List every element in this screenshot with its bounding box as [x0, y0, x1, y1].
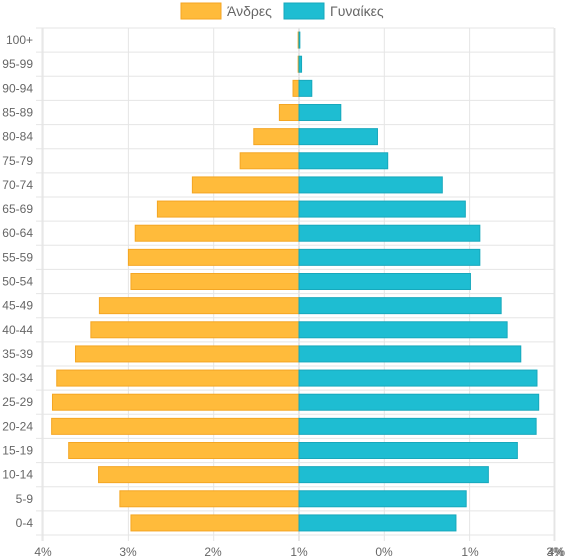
bar-male-5-9[interactable] — [119, 490, 300, 508]
gridlines — [36, 27, 556, 541]
legend-label-female: Γυναίκες — [330, 3, 384, 19]
bar-male-25-29[interactable] — [51, 393, 300, 411]
bar-male-0-4[interactable] — [130, 514, 300, 532]
y-tick-label: 85-89 — [2, 106, 33, 120]
bar-female-75-79[interactable] — [298, 152, 389, 170]
bar-male-40-44[interactable] — [90, 321, 300, 339]
y-tick-label: 65-69 — [2, 202, 33, 216]
x-tick-label: 2% — [204, 545, 222, 559]
legend-swatch-female — [283, 2, 325, 20]
y-tick-label: 55-59 — [2, 250, 33, 264]
bar-male-60-64[interactable] — [134, 224, 300, 242]
bar-male-90-94[interactable] — [292, 79, 300, 97]
bar-female-60-64[interactable] — [298, 224, 481, 242]
bar-female-95-99[interactable] — [298, 55, 303, 73]
bar-male-10-14[interactable] — [98, 466, 300, 484]
bar-female-65-69[interactable] — [298, 200, 466, 218]
legend-swatch-male — [180, 2, 222, 20]
x-tick-label: 4% — [548, 545, 566, 559]
y-tick-label: 5-9 — [16, 492, 34, 506]
bar-female-5-9[interactable] — [298, 490, 467, 508]
y-tick-label: 35-39 — [2, 347, 33, 361]
y-tick-label: 30-34 — [2, 371, 33, 385]
bar-male-75-79[interactable] — [239, 152, 300, 170]
y-tick-label: 10-14 — [2, 468, 33, 482]
bar-female-15-19[interactable] — [298, 442, 518, 459]
x-tick-label: 1% — [461, 545, 479, 559]
y-tick-label: 100+ — [6, 33, 33, 47]
bar-female-90-94[interactable] — [298, 79, 313, 97]
bar-female-70-74[interactable] — [298, 176, 443, 194]
bar-male-55-59[interactable] — [127, 248, 300, 266]
bar-male-30-34[interactable] — [56, 369, 300, 387]
x-tick-label: 0% — [375, 545, 393, 559]
bar-female-35-39[interactable] — [298, 345, 522, 363]
y-tick-label: 75-79 — [2, 154, 33, 168]
y-tick-label: 15-19 — [2, 444, 33, 458]
y-tick-label: 50-54 — [2, 275, 33, 289]
bar-female-10-14[interactable] — [298, 466, 489, 484]
x-tick-label: 3% — [546, 545, 564, 559]
bar-male-70-74[interactable] — [191, 176, 300, 194]
y-tick-label: 25-29 — [2, 395, 33, 409]
y-tick-label: 80-84 — [2, 130, 33, 144]
bar-male-45-49[interactable] — [98, 297, 300, 315]
bar-male-50-54[interactable] — [130, 273, 300, 290]
x-axis-labels: 4% 3% 2% 1% 0% 1% 3%4% — [34, 545, 565, 559]
legend-label-male: Άνδρες — [227, 3, 272, 19]
y-axis-labels: 100+ 95-99 90-94 85-89 80-84 75-79 70-74 65-69 6… — [2, 33, 33, 530]
y-tick-label: 95-99 — [2, 57, 33, 71]
legend-item-female[interactable]: Γυναίκες — [283, 2, 384, 20]
bar-female-100+[interactable] — [298, 31, 301, 49]
x-tick-label: 3% — [119, 545, 137, 559]
y-tick-label: 20-24 — [2, 419, 33, 433]
bar-male-35-39[interactable] — [75, 345, 300, 363]
y-tick-label: 45-49 — [2, 299, 33, 313]
bars — [51, 31, 540, 532]
y-tick-label: 70-74 — [2, 178, 33, 192]
bar-female-0-4[interactable] — [298, 514, 457, 532]
bar-female-80-84[interactable] — [298, 128, 378, 146]
bar-female-25-29[interactable] — [298, 393, 540, 411]
bar-female-55-59[interactable] — [298, 248, 481, 266]
y-tick-label: 90-94 — [2, 81, 33, 95]
legend: Άνδρες Γυναίκες — [180, 2, 384, 20]
y-tick-label: 0-4 — [16, 516, 34, 530]
bar-female-85-89[interactable] — [298, 104, 342, 121]
x-tick-label: 1% — [290, 545, 308, 559]
x-tick-label: 4% — [34, 545, 52, 559]
bar-female-45-49[interactable] — [298, 297, 502, 315]
bar-male-15-19[interactable] — [68, 442, 300, 459]
y-tick-label: 60-64 — [2, 226, 33, 240]
bar-male-65-69[interactable] — [156, 200, 300, 218]
legend-item-male[interactable]: Άνδρες — [180, 2, 272, 20]
bar-male-20-24[interactable] — [51, 417, 300, 435]
bar-male-85-89[interactable] — [278, 104, 300, 121]
bar-female-50-54[interactable] — [298, 273, 471, 290]
bar-female-20-24[interactable] — [298, 417, 537, 435]
bar-female-30-34[interactable] — [298, 369, 538, 387]
bar-male-80-84[interactable] — [253, 128, 300, 146]
y-tick-label: 40-44 — [2, 323, 33, 337]
bar-female-40-44[interactable] — [298, 321, 508, 339]
